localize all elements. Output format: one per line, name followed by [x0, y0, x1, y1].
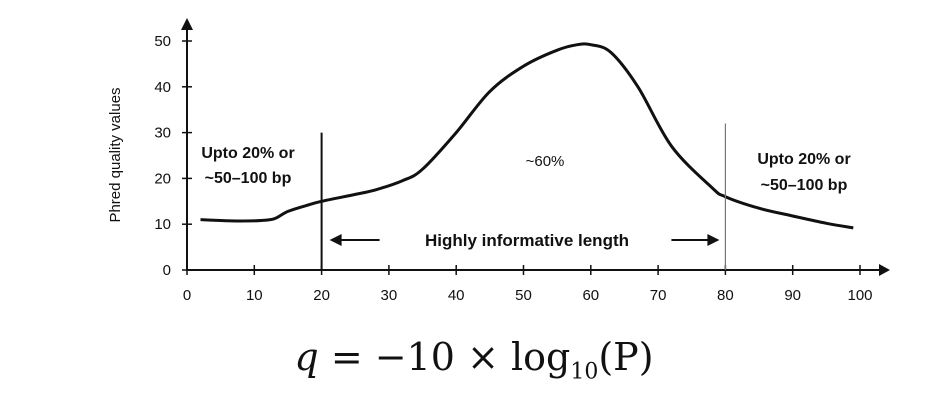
band-arrow-right-head — [707, 234, 720, 246]
formula-lhs: q — [294, 335, 319, 379]
band-label: Highly informative length — [425, 231, 629, 250]
x-tick-label: 70 — [650, 287, 667, 304]
x-tick-label: 40 — [448, 287, 465, 304]
x-axis-arrow — [879, 264, 890, 276]
y-tick-label: 30 — [154, 125, 171, 142]
formula-coefficient: −10 — [374, 335, 455, 379]
y-tick-label: 50 — [154, 33, 171, 50]
x-tick-label: 60 — [582, 287, 599, 304]
x-tick-label: 0 — [183, 287, 191, 304]
formula-argument: (P) — [598, 335, 654, 379]
x-tick-label: 20 — [313, 287, 330, 304]
x-tick-label: 30 — [381, 287, 398, 304]
right-region-label-line1: Upto 20% or — [757, 151, 850, 168]
axes-layer — [181, 18, 890, 276]
x-tick-label: 80 — [717, 287, 734, 304]
y-tick-label: 10 — [154, 216, 171, 233]
middle-region-label: ~60% — [526, 153, 565, 170]
formula-log: log — [511, 335, 571, 379]
phred-quality-chart: 0 10 20 30 40 50 60 70 80 90 100 0 10 20 30 40 50 Phred … — [107, 18, 890, 304]
quality-curve — [200, 42, 854, 230]
formula-log-base: 10 — [570, 359, 599, 385]
formula-equals: = — [330, 335, 363, 379]
x-tick-label: 90 — [784, 287, 801, 304]
y-tick-label: 20 — [154, 170, 171, 187]
labels-layer: Phred quality values Upto 20% or ~50–100 b… — [107, 87, 851, 250]
y-axis-label: Phred quality values — [107, 87, 124, 222]
x-tick-label: 50 — [515, 287, 532, 304]
x-tick-label: 100 — [847, 287, 872, 304]
right-region-label-line2: ~50–100 bp — [761, 177, 848, 194]
band-arrow-left-head — [329, 234, 342, 246]
formula-times: × — [467, 335, 499, 379]
left-region-label-line1: Upto 20% or — [201, 145, 294, 162]
y-tick-label: 40 — [154, 79, 171, 96]
phred-formula: q = −10 × log10(P) — [0, 335, 948, 385]
left-region-label-line2: ~50–100 bp — [205, 170, 292, 187]
marks-layer — [200, 42, 854, 270]
y-tick-label: 0 — [163, 262, 171, 279]
x-tick-label: 10 — [246, 287, 263, 304]
y-axis-arrow — [181, 18, 193, 30]
